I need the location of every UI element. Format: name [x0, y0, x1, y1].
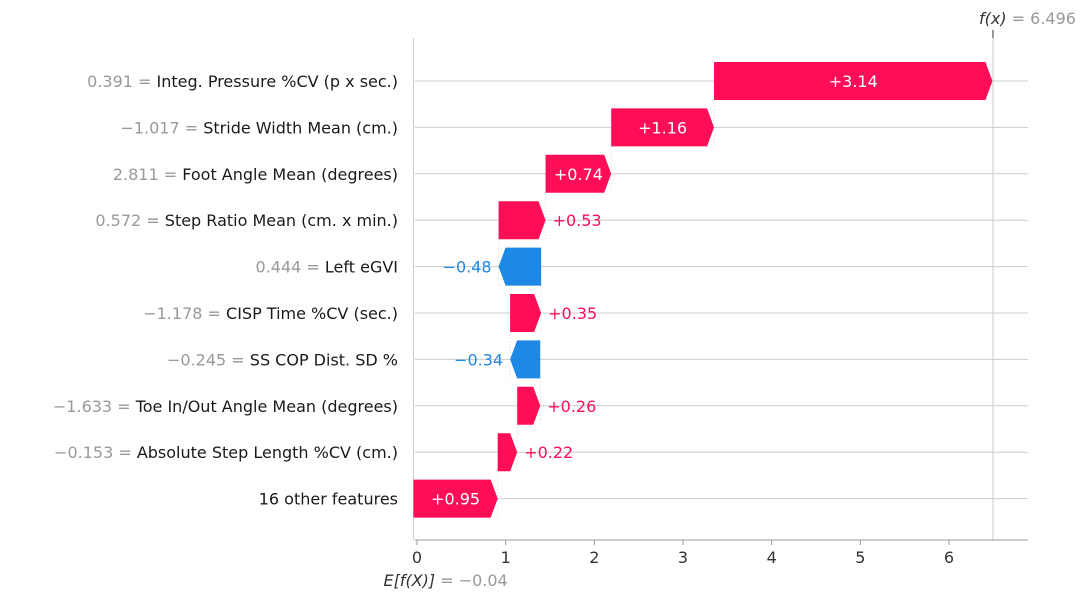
- feature-name: 16 other features: [259, 490, 398, 509]
- feature-name: Left eGVI: [325, 258, 398, 277]
- negative-contribution-bar: [510, 340, 541, 379]
- equals-sign: =: [180, 118, 204, 137]
- feature-label: 0.444 = Left eGVI: [256, 258, 398, 277]
- x-tick-label: 3: [678, 548, 688, 567]
- feature-value: 0.391: [87, 72, 133, 91]
- negative-contribution-bar: [498, 247, 542, 286]
- contribution-label: −0.48: [443, 258, 492, 277]
- positive-contribution-bar: [611, 108, 715, 147]
- feature-name: Stride Width Mean (cm.): [203, 118, 398, 137]
- expected-value-label: E[f(X)]: [383, 571, 435, 590]
- feature-value: −1.017: [120, 118, 179, 137]
- positive-contribution-bar: [413, 479, 498, 518]
- final-value-annotation: f(x) = 6.496: [979, 9, 1076, 28]
- equals-sign: =: [133, 72, 157, 91]
- feature-name: Toe In/Out Angle Mean (degrees): [135, 397, 398, 416]
- feature-label: 16 other features: [259, 490, 398, 509]
- positive-contribution-bar: [497, 433, 518, 472]
- final-value-label: f(x): [979, 9, 1007, 28]
- feature-name: Integ. Pressure %CV (p x sec.): [157, 72, 398, 91]
- equals-sign: =: [202, 304, 226, 323]
- contribution-label: +0.35: [548, 304, 597, 323]
- equals-sign: =: [112, 397, 136, 416]
- equals-sign: =: [141, 211, 165, 230]
- contribution-label: +0.74: [554, 165, 603, 184]
- feature-label: −1.633 = Toe In/Out Angle Mean (degrees): [53, 397, 398, 416]
- contribution-label: +0.95: [431, 490, 480, 509]
- x-tick-label: 0: [412, 548, 422, 567]
- x-tick-label: 4: [767, 548, 777, 567]
- feature-value: −1.633: [53, 397, 112, 416]
- x-tick-label: 1: [501, 548, 511, 567]
- feature-label: 0.391 = Integ. Pressure %CV (p x sec.): [87, 72, 398, 91]
- equals-sign: =: [301, 258, 325, 277]
- positive-contribution-bar: [498, 201, 546, 240]
- feature-value: 0.444: [256, 258, 302, 277]
- feature-label: −1.017 = Stride Width Mean (cm.): [120, 118, 398, 137]
- feature-name: SS COP Dist. SD %: [250, 350, 398, 369]
- contribution-label: −0.34: [454, 350, 503, 369]
- equals-sign: =: [113, 443, 137, 462]
- feature-label: −0.245 = SS COP Dist. SD %: [167, 350, 398, 369]
- final-value-number: = 6.496: [1007, 9, 1076, 28]
- feature-value: −0.245: [167, 350, 226, 369]
- feature-label: −1.178 = CISP Time %CV (sec.): [143, 304, 398, 323]
- x-tick-label: 2: [589, 548, 599, 567]
- expected-value-annotation: E[f(X)] = −0.04: [383, 571, 507, 590]
- equals-sign: =: [159, 165, 183, 184]
- feature-value: −0.153: [54, 443, 113, 462]
- contribution-label: +0.26: [547, 397, 596, 416]
- feature-name: Absolute Step Length %CV (cm.): [137, 443, 398, 462]
- x-tick-label: 5: [855, 548, 865, 567]
- contribution-label: +0.53: [553, 211, 602, 230]
- feature-label: 0.572 = Step Ratio Mean (cm. x min.): [95, 211, 398, 230]
- expected-value-number: = −0.04: [435, 571, 508, 590]
- positive-contribution-bar: [714, 62, 993, 100]
- feature-name: CISP Time %CV (sec.): [226, 304, 398, 323]
- equals-sign: =: [226, 350, 250, 369]
- feature-value: 2.811: [113, 165, 159, 184]
- x-tick-label: 6: [944, 548, 954, 567]
- positive-contribution-bar: [545, 154, 612, 193]
- feature-name: Foot Angle Mean (degrees): [182, 165, 398, 184]
- contribution-label: +0.22: [524, 443, 573, 462]
- feature-label: −0.153 = Absolute Step Length %CV (cm.): [54, 443, 398, 462]
- positive-contribution-bar: [517, 386, 541, 425]
- feature-name: Step Ratio Mean (cm. x min.): [165, 211, 398, 230]
- feature-value: 0.572: [95, 211, 141, 230]
- positive-contribution-bar: [510, 294, 542, 332]
- contribution-label: +3.14: [829, 72, 878, 91]
- contribution-label: +1.16: [638, 118, 687, 137]
- feature-value: −1.178: [143, 304, 202, 323]
- feature-label: 2.811 = Foot Angle Mean (degrees): [113, 165, 398, 184]
